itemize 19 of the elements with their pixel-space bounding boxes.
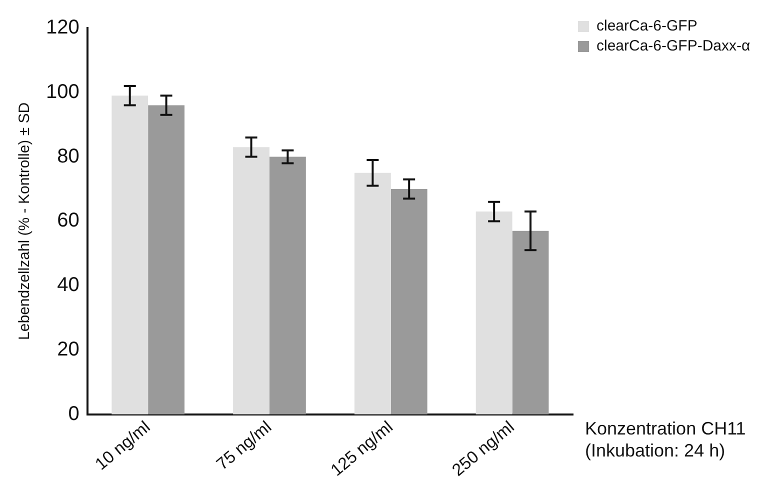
legend-label: clearCa-6-GFP bbox=[596, 18, 698, 35]
bar bbox=[476, 212, 512, 414]
y-axis-title: Lebendzellzahl (% - Kontrolle) ± SD bbox=[16, 102, 34, 340]
x-axis-title: Konzentration CH11 (Inkubation: 24 h) bbox=[585, 418, 746, 460]
bar bbox=[233, 147, 270, 414]
y-tick-label: 100 bbox=[46, 80, 80, 103]
bar bbox=[354, 172, 391, 414]
bar bbox=[112, 96, 148, 414]
bar bbox=[269, 156, 306, 414]
y-tick-label: 20 bbox=[57, 338, 80, 360]
legend-label: clearCa-6-GFP-Daxx-α bbox=[596, 38, 751, 55]
y-tick-label: 0 bbox=[68, 402, 80, 425]
bar bbox=[512, 230, 549, 414]
bar bbox=[148, 105, 184, 414]
y-tick-label: 60 bbox=[57, 210, 80, 232]
y-tick-label: 120 bbox=[46, 16, 80, 39]
y-tick-label: 80 bbox=[57, 145, 80, 168]
bar bbox=[390, 188, 428, 414]
y-tick-label: 40 bbox=[57, 274, 80, 296]
